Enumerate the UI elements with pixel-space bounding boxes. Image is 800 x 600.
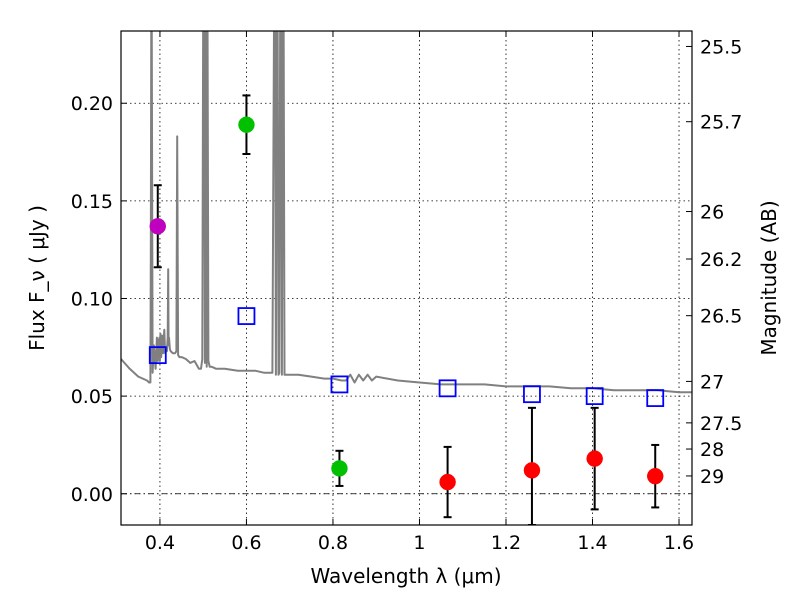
axis-ticks: 0.4 0.6 0.8 1 1.2 1.4 1.6 0.00 0.05 0.10 0.15 0.20 2… xyxy=(71,31,742,554)
x-tick-label: 1.6 xyxy=(664,532,694,554)
y-axis-label: Flux F_ν ( μJy ) xyxy=(25,205,49,351)
y-tick-label: 0.00 xyxy=(71,484,113,506)
mag-tick-label: 27.5 xyxy=(700,413,742,435)
x-tick-label: 1.4 xyxy=(577,532,607,554)
x-tick-label: 1.2 xyxy=(491,532,521,554)
x-axis-label: Wavelength λ (μm) xyxy=(310,564,501,588)
mag-tick-label: 29 xyxy=(700,466,724,488)
mag-tick-label: 25.7 xyxy=(700,112,742,134)
data-point xyxy=(646,467,664,485)
data-point xyxy=(331,460,348,477)
model-point xyxy=(523,385,541,404)
mag-tick-label: 26.5 xyxy=(700,306,742,328)
model-point xyxy=(438,379,457,398)
model-point xyxy=(330,375,349,394)
mag-tick-label: 25.5 xyxy=(700,36,742,58)
data-point xyxy=(586,450,603,467)
model-point xyxy=(148,346,167,365)
data-point xyxy=(149,218,167,235)
mag-tick-label: 28 xyxy=(700,439,724,461)
plot-area xyxy=(121,31,692,525)
y-axis-right-label: Magnitude (AB) xyxy=(757,200,781,355)
data-point xyxy=(439,473,456,491)
model-point xyxy=(237,307,256,325)
x-tick-label: 0.4 xyxy=(145,532,175,554)
y-tick-label: 0.05 xyxy=(71,386,113,408)
model-point xyxy=(585,387,604,406)
plot-frame xyxy=(120,30,693,526)
model-point xyxy=(646,389,665,407)
spectrum-line xyxy=(121,31,692,394)
x-tick-label: 0.6 xyxy=(231,532,261,554)
y-tick-label: 0.10 xyxy=(71,289,113,311)
mag-tick-label: 27 xyxy=(700,371,724,393)
y-tick-label: 0.20 xyxy=(71,93,113,115)
x-tick-label: 0.8 xyxy=(318,532,348,554)
data-point xyxy=(523,462,541,479)
mag-tick-label: 26 xyxy=(700,202,724,224)
mag-tick-label: 26.2 xyxy=(700,249,742,271)
y-tick-label: 0.15 xyxy=(71,191,113,213)
x-tick-label: 1 xyxy=(413,532,425,554)
data-point xyxy=(238,116,255,133)
